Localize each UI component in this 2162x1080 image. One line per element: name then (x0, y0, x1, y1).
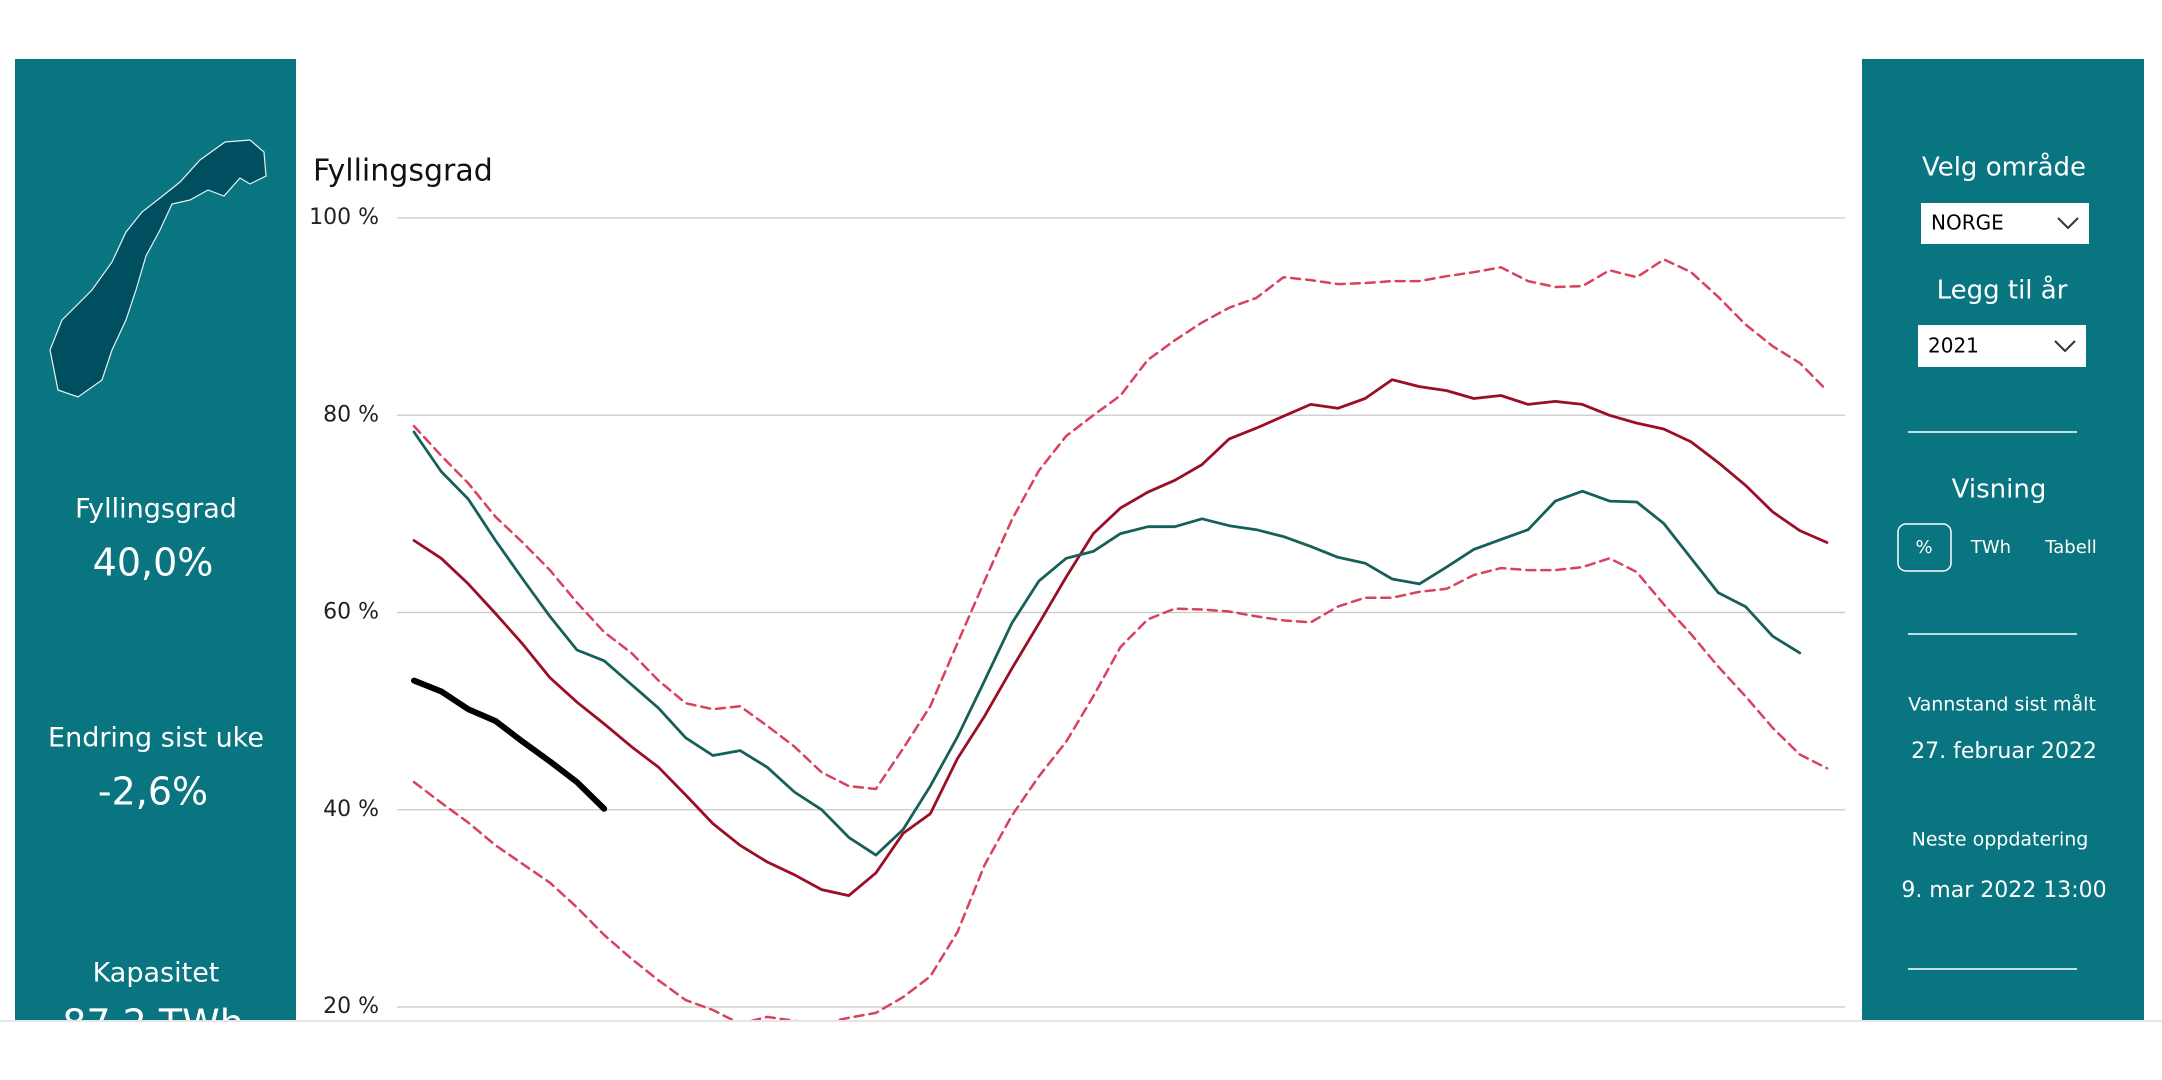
series-line (411, 677, 608, 812)
norway-map (49, 139, 267, 398)
series-line (412, 430, 1802, 857)
chevron (2054, 340, 2076, 353)
view-option[interactable]: Tabell (2044, 537, 2097, 558)
y-tick-label: 100 % (309, 205, 379, 230)
kpi-value: -2,6% (98, 770, 208, 814)
measured-label: Vannstand sist målt (1908, 693, 2096, 716)
series-line (412, 378, 1829, 897)
view-option[interactable]: TWh (1970, 537, 2011, 558)
area-label: Velg område (1922, 152, 2086, 183)
chart-title: Fyllingsgrad (313, 154, 493, 189)
y-tick-label: 40 % (323, 797, 379, 822)
chevron (2057, 217, 2079, 230)
next-label: Neste oppdatering (1912, 829, 2089, 851)
view-option[interactable]: % (1915, 537, 1932, 558)
y-tick-label: 60 % (323, 600, 379, 625)
area-dropdown[interactable] (1921, 203, 2089, 244)
view-button-active[interactable] (1897, 523, 1952, 572)
kpi-label: Fyllingsgrad (75, 494, 237, 525)
kpi-value: 40,0% (93, 541, 214, 585)
measured-value: 27. februar 2022 (1911, 739, 2097, 764)
series-line (412, 258, 1829, 791)
series-line (412, 557, 1829, 1020)
y-tick-label: 80 % (323, 402, 379, 427)
view-label: Visning (1952, 475, 2047, 505)
year-value: 2021 (1928, 334, 1979, 358)
next-value: 9. mar 2022 13:00 (1901, 878, 2106, 903)
year-label: Legg til år (1937, 275, 2068, 306)
y-tick-label: 20 % (323, 994, 379, 1019)
kpi-label: Endring sist uke (48, 723, 264, 754)
area-value: NORGE (1931, 211, 2004, 235)
kpi-label: Kapasitet (93, 958, 220, 989)
plot (397, 217, 1845, 1020)
year-dropdown[interactable] (1918, 325, 2086, 367)
kpi-value: 87,2 TWh (62, 1002, 244, 1046)
